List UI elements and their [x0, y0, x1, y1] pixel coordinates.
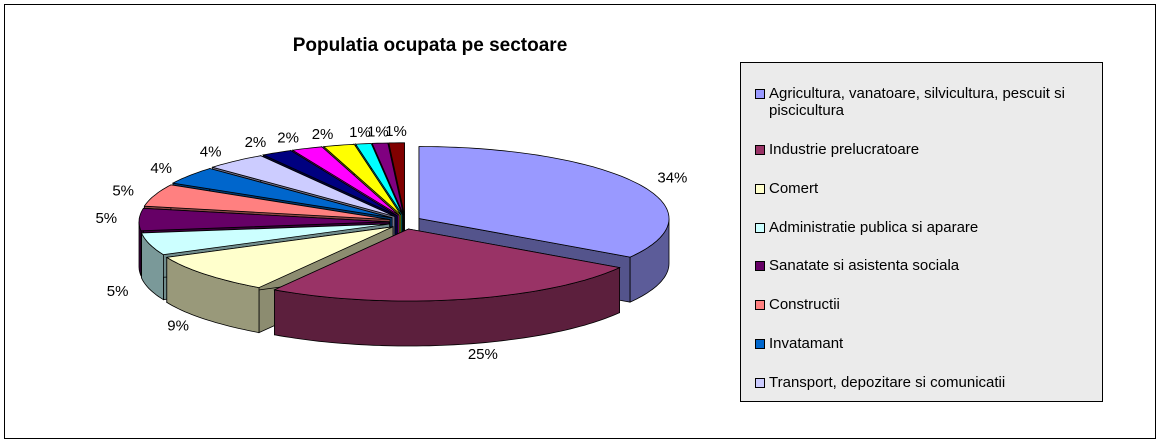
data-label: 4%: [200, 144, 222, 161]
legend-label: Constructii: [769, 296, 840, 314]
legend-item: Industrie prelucratoare: [755, 141, 1096, 158]
slice-top: [291, 146, 400, 216]
data-label: 5%: [95, 210, 117, 227]
slice: [273, 228, 621, 347]
legend-swatch: [755, 144, 765, 155]
legend-swatch: [755, 89, 765, 99]
legend-swatch: [755, 183, 765, 194]
data-label: 5%: [112, 182, 134, 199]
slice-top: [371, 142, 404, 215]
data-label: 2%: [277, 129, 299, 146]
slice-top: [322, 143, 402, 216]
legend-swatch: [755, 377, 765, 388]
legend-label: Administratie publica si aparare: [769, 218, 979, 236]
data-label: 9%: [167, 317, 189, 334]
legend-label: Agricultura, vanatoare, silvicultura, pe…: [769, 85, 1065, 119]
slice-top: [211, 155, 395, 217]
slice-top: [165, 226, 394, 289]
legend-swatch: [755, 222, 765, 233]
legend: Agricultura, vanatoare, silvicultura, pe…: [740, 62, 1103, 402]
legend-label: Invatamant: [769, 335, 844, 353]
legend-item: Transport, depozitare si comunicatii: [755, 374, 1096, 391]
data-label: 1%: [385, 123, 407, 140]
data-label: 25%: [468, 346, 498, 363]
data-label: 2%: [245, 134, 267, 151]
slice-top: [143, 184, 390, 220]
chart-title: Populatia ocupata pe sectoare: [293, 35, 568, 56]
data-label: 1%: [367, 123, 389, 140]
slice-top: [140, 223, 390, 256]
legend-item: Sanatate si asistenta sociala: [755, 257, 1096, 274]
legend-swatch: [755, 339, 765, 350]
slice-top: [388, 142, 405, 215]
slice-top: [138, 207, 390, 232]
legend-label: Transport, depozitare si comunicatii: [769, 373, 1006, 391]
slice-top: [273, 228, 621, 302]
data-label: 5%: [107, 283, 129, 300]
legend-label: Sanatate si asistenta sociala: [769, 257, 960, 275]
slice-top: [171, 168, 393, 219]
legend-label: Industrie prelucratoare: [769, 140, 920, 158]
slice-top: [354, 143, 403, 216]
legend-label: Comert: [769, 179, 819, 197]
legend-swatch: [755, 300, 765, 311]
legend-item: Invatamant: [755, 335, 1096, 352]
legend-item: Administratie publica si aparare: [755, 219, 1096, 236]
legend-item: Comert: [755, 180, 1096, 197]
data-label: 4%: [150, 160, 172, 177]
data-label: 2%: [312, 126, 334, 143]
legend-item: Agricultura, vanatoare, silvicultura, pe…: [755, 85, 1096, 119]
slice-top: [261, 150, 398, 217]
data-label: 1%: [349, 124, 371, 141]
legend-item: Constructii: [755, 296, 1096, 313]
slice-top: [418, 146, 670, 258]
data-label: 34%: [657, 170, 687, 187]
legend-swatch: [755, 261, 765, 272]
